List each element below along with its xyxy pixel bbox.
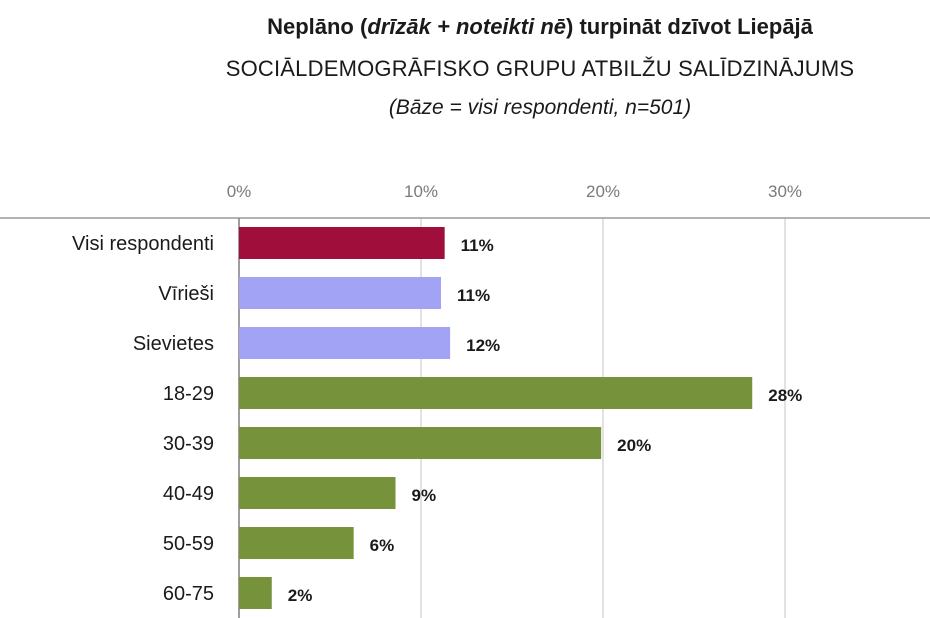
category-label: Vīrieši <box>158 283 214 305</box>
data-label: 2% <box>288 586 313 605</box>
bar <box>239 427 602 459</box>
title-plus: + <box>430 14 456 39</box>
data-label: 9% <box>412 486 437 505</box>
data-label: 11% <box>461 236 494 255</box>
x-tick-label: 0% <box>227 182 252 201</box>
bar <box>239 277 442 309</box>
x-tick-label: 30% <box>768 182 802 201</box>
x-tick-label: 10% <box>404 182 438 201</box>
title-italic-1: drīzāk <box>367 14 431 39</box>
bar <box>239 377 753 409</box>
bar <box>239 477 396 509</box>
data-label: 12% <box>466 336 500 355</box>
bar <box>239 327 451 359</box>
data-label: 28% <box>768 386 802 405</box>
category-label: Sievietes <box>133 333 214 355</box>
bar <box>239 227 445 259</box>
title-italic-2: noteikti nē <box>455 14 566 39</box>
bar <box>239 577 272 609</box>
category-label: 40-49 <box>163 483 214 505</box>
chart-basis-note: (Bāze = visi respondenti, n=501) <box>388 96 692 119</box>
category-label: 60-75 <box>163 583 214 605</box>
data-label: 11% <box>457 286 490 305</box>
data-label: 20% <box>617 436 651 455</box>
chart-title: Neplāno (drīzāk + noteikti nē) turpināt … <box>100 14 930 40</box>
x-tick-label: 20% <box>586 182 620 201</box>
title-part-2: ) turpināt dzīvot Liepājā <box>566 14 813 39</box>
category-label: 50-59 <box>163 533 214 555</box>
category-label: Visi respondenti <box>72 233 214 255</box>
category-label: 18-29 <box>163 383 214 405</box>
chart-subtitle: SOCIĀLDEMOGRĀFISKO GRUPU ATBILŽU SALĪDZI… <box>225 56 855 81</box>
bar <box>239 527 354 559</box>
category-label: 30-39 <box>163 433 214 455</box>
data-label: 6% <box>370 536 395 555</box>
title-part-1: Neplāno ( <box>267 14 368 39</box>
